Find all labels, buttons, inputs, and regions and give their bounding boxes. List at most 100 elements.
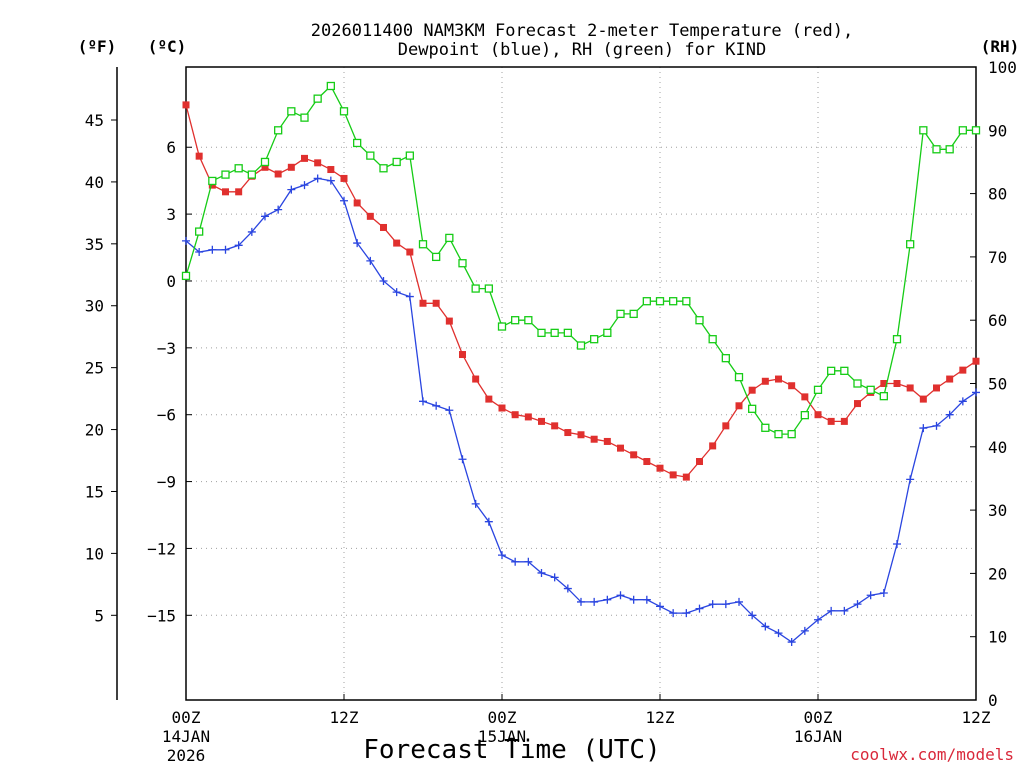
rh-unit-label: (RH) [981, 37, 1020, 56]
data-point [405, 151, 414, 160]
data-point [800, 626, 809, 635]
data-point [958, 397, 967, 406]
data-point [616, 309, 625, 319]
data-point [590, 597, 599, 606]
rh-tick-label: 10 [988, 628, 1007, 647]
data-point [432, 252, 441, 262]
data-point [511, 557, 520, 566]
data-point [669, 297, 678, 306]
data-point [182, 101, 190, 109]
rh-tick-label: 80 [988, 185, 1007, 204]
data-point [550, 573, 559, 582]
data-point [221, 245, 230, 254]
fahrenheit-unit-label: (ºF) [78, 37, 117, 56]
data-point [551, 422, 559, 430]
data-point [775, 375, 782, 383]
celsius-tick-label: 0 [166, 272, 176, 291]
series-dewpoint [182, 174, 980, 647]
data-point [379, 276, 388, 285]
data-point [696, 458, 703, 466]
data-point [814, 411, 822, 419]
data-point [603, 595, 612, 604]
data-point [630, 451, 638, 459]
data-point [945, 145, 954, 154]
chart-title-line-1: 2026011400 NAM3KM Forecast 2-meter Tempe… [311, 21, 853, 41]
data-point [260, 157, 270, 167]
data-point [392, 157, 401, 167]
data-point [735, 402, 743, 410]
data-point [590, 435, 598, 443]
data-point [353, 199, 361, 207]
data-point [537, 568, 546, 577]
data-point [669, 471, 677, 479]
data-point [840, 417, 848, 425]
data-point [801, 393, 809, 401]
data-point [550, 328, 559, 338]
data-point [484, 284, 493, 293]
data-point [459, 351, 466, 359]
data-point [419, 397, 427, 406]
data-point [301, 154, 308, 162]
data-point [247, 170, 256, 179]
data-point [761, 622, 770, 631]
data-point [655, 297, 665, 306]
fahrenheit-tick-label: 15 [85, 482, 104, 501]
data-point [853, 379, 862, 388]
data-point [327, 166, 335, 174]
data-point [748, 611, 757, 620]
data-point [827, 366, 836, 375]
data-point [208, 176, 217, 186]
data-point [946, 375, 954, 383]
time-tick-label: 2026 [167, 746, 206, 765]
chart-title: 2026011400 NAM3KM Forecast 2-meter Tempe… [311, 21, 853, 60]
fahrenheit-axis: 45 40 35 30 25 20 15 10 5 [85, 111, 117, 625]
data-point [656, 602, 664, 611]
data-point [709, 442, 717, 450]
data-point [326, 176, 335, 185]
celsius-tick-label: −9 [157, 473, 176, 492]
data-point [761, 377, 769, 385]
data-point [445, 406, 454, 415]
data-point [484, 517, 493, 526]
data-point [511, 316, 520, 325]
data-point [853, 600, 862, 609]
credit-text: coolwx.com/models [850, 745, 1014, 764]
data-point [577, 431, 585, 439]
data-point [221, 170, 230, 179]
data-point [734, 373, 744, 382]
data-point [366, 151, 375, 160]
rh-tick-label: 30 [988, 501, 1007, 520]
data-point [366, 212, 374, 220]
rh-tick-label: 100 [988, 58, 1017, 77]
data-point [195, 152, 203, 160]
data-point [326, 81, 335, 91]
data-point [616, 591, 625, 600]
data-point [339, 107, 349, 116]
data-point [471, 499, 480, 508]
data-point [380, 223, 387, 231]
data-point [524, 557, 533, 566]
data-point [814, 615, 822, 624]
celsius-unit-label: (ºC) [148, 37, 187, 56]
data-point [563, 584, 572, 593]
data-point [274, 170, 282, 178]
series-2-meter-temperature [182, 101, 980, 481]
rh-tick-label: 20 [988, 564, 1007, 583]
data-point [235, 188, 243, 196]
data-point [353, 138, 362, 148]
data-point [511, 411, 519, 419]
data-point [932, 421, 941, 430]
data-point [761, 423, 770, 432]
data-point [498, 404, 506, 412]
data-point [722, 422, 730, 430]
data-point [629, 309, 638, 319]
data-point [222, 188, 229, 196]
data-point [854, 400, 861, 408]
time-tick-label: 00Z [488, 708, 517, 727]
x-axis-label: Forecast Time (UTC) [363, 735, 660, 765]
rh-tick-label: 50 [988, 375, 1007, 394]
series-group [181, 81, 981, 647]
data-point [708, 600, 717, 609]
data-point [564, 429, 572, 437]
